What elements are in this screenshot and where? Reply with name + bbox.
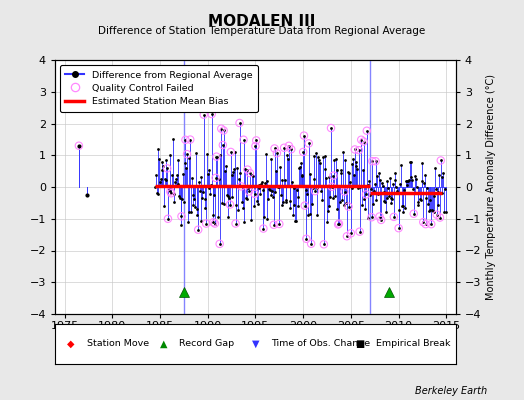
Point <box>357 136 365 143</box>
Point <box>177 213 185 220</box>
Text: Difference of Station Temperature Data from Regional Average: Difference of Station Temperature Data f… <box>99 26 425 36</box>
Point <box>359 138 368 145</box>
Point <box>186 136 194 143</box>
Point <box>436 157 445 164</box>
Point <box>202 220 210 227</box>
Point <box>164 216 172 222</box>
Point <box>311 188 319 194</box>
Point <box>340 188 348 195</box>
Point <box>436 214 444 221</box>
Text: ■: ■ <box>355 339 364 349</box>
Point <box>377 217 385 223</box>
Text: ◆: ◆ <box>67 339 75 349</box>
Point <box>390 214 398 220</box>
Point <box>347 230 355 236</box>
Point <box>211 220 219 227</box>
Point <box>328 184 336 190</box>
Text: ▲: ▲ <box>159 339 167 349</box>
Point <box>372 158 380 164</box>
Point <box>272 150 281 156</box>
Point <box>219 142 227 148</box>
Point <box>307 240 315 247</box>
Point <box>299 149 308 155</box>
Point <box>194 226 202 233</box>
Point <box>367 214 376 220</box>
Point <box>320 241 328 248</box>
Point <box>251 143 259 149</box>
Point <box>237 183 245 190</box>
Point <box>226 201 234 208</box>
Point <box>270 145 279 152</box>
Point <box>259 225 268 232</box>
Point <box>269 222 278 228</box>
Point <box>427 221 435 227</box>
Point <box>302 236 311 242</box>
Point <box>167 190 176 196</box>
Point <box>421 221 430 227</box>
Point <box>275 221 283 227</box>
Point <box>368 158 377 164</box>
Point <box>250 190 259 197</box>
Text: Station Move: Station Move <box>87 340 149 348</box>
Point <box>163 165 171 172</box>
Point <box>355 228 364 235</box>
Point <box>246 170 254 176</box>
Point <box>304 140 313 146</box>
Point <box>215 241 224 247</box>
Point <box>232 220 240 227</box>
Point <box>351 146 359 153</box>
Point <box>217 126 225 132</box>
Point <box>287 146 296 152</box>
Point <box>235 120 244 126</box>
Point <box>75 142 83 149</box>
Point <box>375 213 384 220</box>
Y-axis label: Monthly Temperature Anomaly Difference (°C): Monthly Temperature Anomaly Difference (… <box>486 74 496 300</box>
Point <box>166 188 174 195</box>
Text: Empirical Break: Empirical Break <box>376 340 450 348</box>
Point <box>433 212 441 218</box>
Point <box>200 112 208 118</box>
Text: Time of Obs. Change: Time of Obs. Change <box>271 340 370 348</box>
Point <box>212 175 220 181</box>
Point <box>208 111 216 117</box>
Point <box>252 137 260 144</box>
Point <box>327 125 335 131</box>
Point <box>363 128 371 134</box>
Point <box>334 221 342 228</box>
Text: Record Gap: Record Gap <box>179 340 234 348</box>
Point <box>212 154 221 160</box>
Point <box>243 166 252 173</box>
Point <box>300 132 308 139</box>
Point <box>245 188 253 195</box>
Point <box>355 147 363 153</box>
Point <box>280 144 288 151</box>
Text: ▼: ▼ <box>252 339 259 349</box>
Point <box>226 149 235 155</box>
Point <box>344 204 353 210</box>
Point <box>183 151 191 157</box>
Point <box>209 219 217 226</box>
Point <box>329 172 337 179</box>
Point <box>301 202 309 209</box>
Point <box>343 233 351 240</box>
Point <box>335 220 343 227</box>
Legend: Difference from Regional Average, Quality Control Failed, Estimated Station Mean: Difference from Regional Average, Qualit… <box>60 65 258 112</box>
Point <box>419 219 428 225</box>
Point <box>395 225 403 231</box>
Point <box>181 136 190 143</box>
Point <box>410 210 418 217</box>
Text: Berkeley Earth: Berkeley Earth <box>415 386 487 396</box>
Point <box>285 143 293 149</box>
Text: MODALEN III: MODALEN III <box>209 14 315 29</box>
Point <box>239 136 248 143</box>
Point <box>362 191 370 198</box>
Point <box>220 127 228 134</box>
